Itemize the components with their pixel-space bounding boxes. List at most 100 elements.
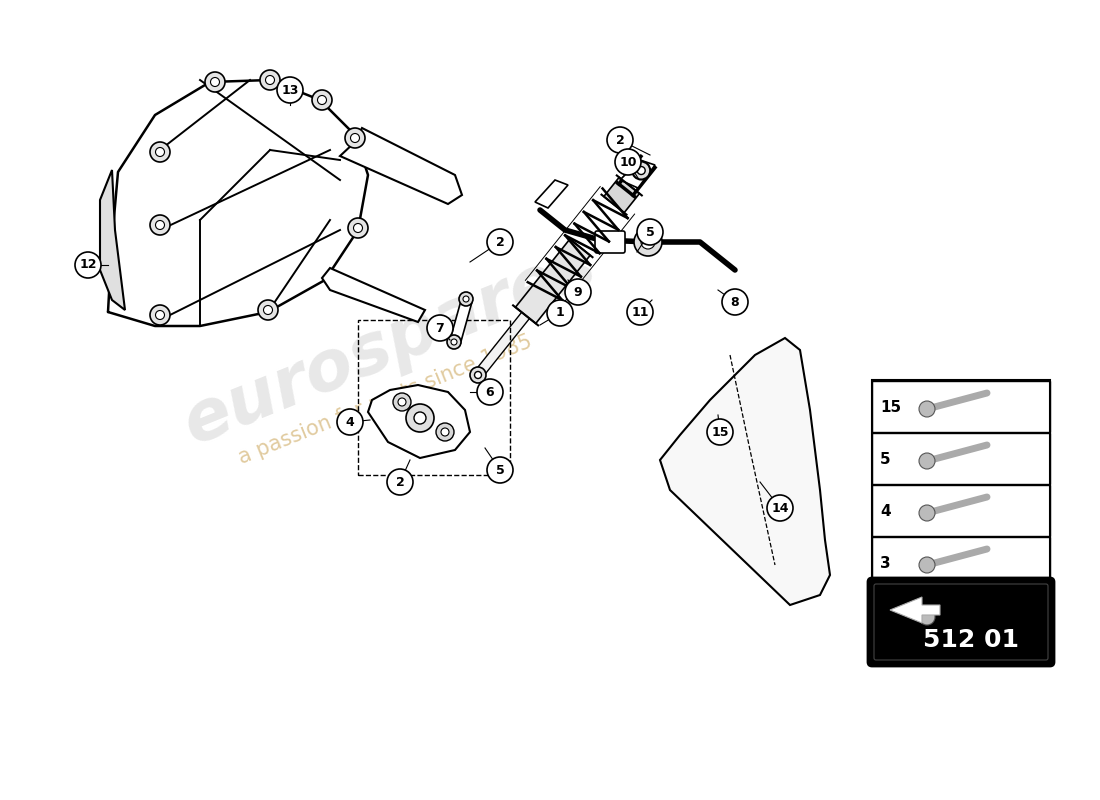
Circle shape bbox=[634, 228, 662, 256]
Circle shape bbox=[348, 218, 369, 238]
Bar bbox=[872, 537, 1050, 588]
Circle shape bbox=[637, 219, 663, 245]
Circle shape bbox=[155, 147, 165, 157]
Text: 12: 12 bbox=[79, 258, 97, 271]
Polygon shape bbox=[660, 338, 830, 605]
Circle shape bbox=[447, 335, 461, 349]
Polygon shape bbox=[620, 160, 654, 188]
Polygon shape bbox=[100, 170, 125, 310]
FancyBboxPatch shape bbox=[868, 578, 1054, 666]
Circle shape bbox=[637, 166, 646, 174]
Circle shape bbox=[632, 162, 650, 179]
Text: 9: 9 bbox=[574, 286, 582, 298]
Circle shape bbox=[75, 252, 101, 278]
Text: 14: 14 bbox=[771, 502, 789, 514]
Circle shape bbox=[264, 306, 273, 314]
Circle shape bbox=[150, 142, 170, 162]
Circle shape bbox=[463, 296, 469, 302]
Circle shape bbox=[318, 95, 327, 105]
Text: 7: 7 bbox=[436, 322, 444, 334]
Circle shape bbox=[441, 428, 449, 436]
Circle shape bbox=[918, 557, 935, 573]
Circle shape bbox=[707, 419, 733, 445]
Circle shape bbox=[487, 457, 513, 483]
Text: 4: 4 bbox=[345, 415, 354, 429]
Text: 13: 13 bbox=[282, 83, 299, 97]
Circle shape bbox=[205, 72, 225, 92]
Text: 5: 5 bbox=[496, 463, 505, 477]
Text: 2: 2 bbox=[880, 607, 891, 622]
Text: 5: 5 bbox=[646, 226, 654, 238]
Text: 2: 2 bbox=[496, 235, 505, 249]
Circle shape bbox=[918, 453, 935, 469]
Text: 15: 15 bbox=[712, 426, 728, 438]
Circle shape bbox=[477, 379, 503, 405]
Circle shape bbox=[427, 315, 453, 341]
Text: 2: 2 bbox=[616, 134, 625, 146]
Circle shape bbox=[918, 401, 935, 417]
Text: 512 01: 512 01 bbox=[923, 628, 1019, 652]
Polygon shape bbox=[340, 128, 462, 204]
Circle shape bbox=[210, 78, 220, 86]
Text: 2: 2 bbox=[396, 475, 405, 489]
Bar bbox=[872, 380, 1050, 640]
Polygon shape bbox=[604, 178, 639, 213]
Circle shape bbox=[337, 409, 363, 435]
Text: 5: 5 bbox=[880, 451, 891, 466]
Polygon shape bbox=[516, 239, 591, 323]
Text: 11: 11 bbox=[631, 306, 649, 318]
Text: 15: 15 bbox=[880, 399, 901, 414]
Text: 6: 6 bbox=[486, 386, 494, 398]
Circle shape bbox=[387, 469, 412, 495]
Polygon shape bbox=[450, 297, 472, 345]
Text: 10: 10 bbox=[619, 155, 637, 169]
Circle shape bbox=[627, 299, 653, 325]
Bar bbox=[872, 485, 1050, 536]
Circle shape bbox=[312, 90, 332, 110]
Bar bbox=[872, 381, 1050, 432]
Circle shape bbox=[155, 221, 165, 230]
Circle shape bbox=[414, 412, 426, 424]
Text: a passion for parts since 1985: a passion for parts since 1985 bbox=[235, 332, 535, 468]
Polygon shape bbox=[322, 268, 425, 322]
Text: eurospares: eurospares bbox=[174, 232, 606, 458]
Bar bbox=[872, 433, 1050, 484]
Bar bbox=[872, 589, 1050, 640]
Text: 4: 4 bbox=[880, 503, 891, 518]
Text: 3: 3 bbox=[880, 555, 891, 570]
Circle shape bbox=[565, 279, 591, 305]
Circle shape bbox=[155, 310, 165, 319]
Polygon shape bbox=[477, 291, 547, 374]
Circle shape bbox=[393, 393, 411, 411]
Text: 8: 8 bbox=[730, 295, 739, 309]
Circle shape bbox=[150, 305, 170, 325]
Circle shape bbox=[487, 229, 513, 255]
Polygon shape bbox=[368, 385, 470, 458]
Circle shape bbox=[353, 223, 363, 233]
Circle shape bbox=[547, 300, 573, 326]
Circle shape bbox=[436, 423, 454, 441]
Circle shape bbox=[265, 75, 275, 85]
Circle shape bbox=[345, 128, 365, 148]
Text: 1: 1 bbox=[556, 306, 564, 319]
Circle shape bbox=[615, 149, 641, 175]
Circle shape bbox=[641, 235, 654, 249]
Circle shape bbox=[607, 127, 632, 153]
Circle shape bbox=[474, 371, 482, 378]
Circle shape bbox=[918, 505, 935, 521]
Circle shape bbox=[918, 609, 935, 625]
Circle shape bbox=[277, 77, 302, 103]
Circle shape bbox=[470, 367, 486, 383]
Circle shape bbox=[351, 134, 360, 142]
Circle shape bbox=[258, 300, 278, 320]
Circle shape bbox=[150, 215, 170, 235]
Circle shape bbox=[722, 289, 748, 315]
Circle shape bbox=[459, 292, 473, 306]
Polygon shape bbox=[535, 180, 568, 208]
Circle shape bbox=[767, 495, 793, 521]
Circle shape bbox=[260, 70, 280, 90]
Circle shape bbox=[451, 339, 456, 345]
Polygon shape bbox=[890, 597, 940, 623]
Circle shape bbox=[398, 398, 406, 406]
Circle shape bbox=[406, 404, 434, 432]
